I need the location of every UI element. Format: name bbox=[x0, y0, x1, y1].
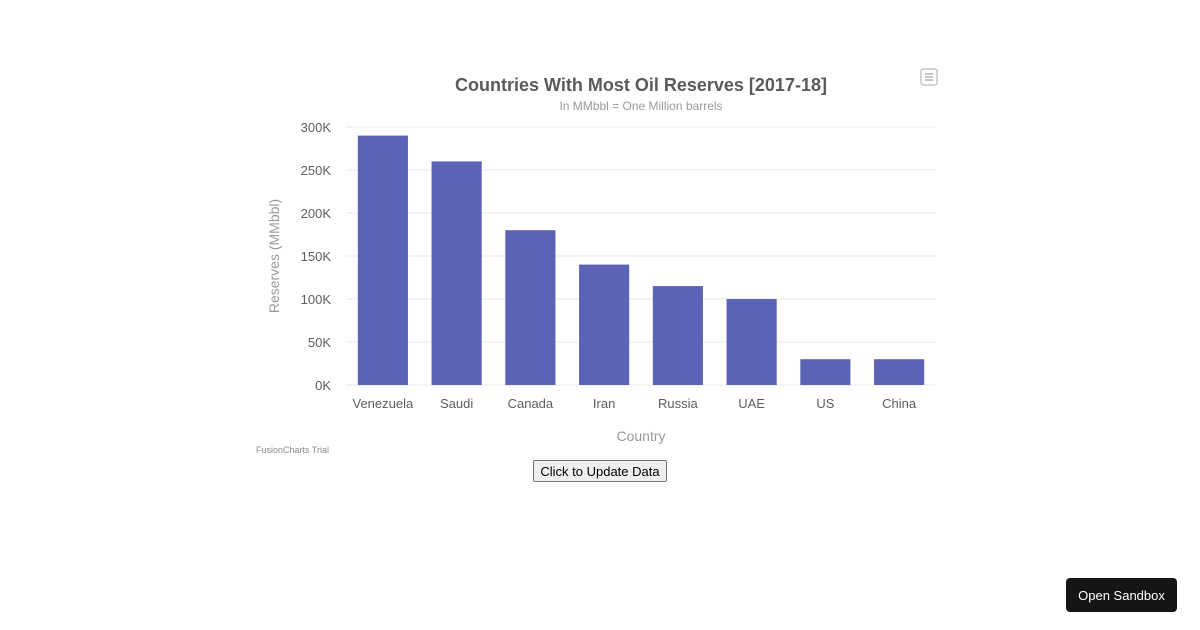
x-axis-ticks: Venezuela Saudi Canada Iran Russia UAE US China bbox=[353, 396, 917, 411]
chart-title: Countries With Most Oil Reserves [2017-1… bbox=[455, 75, 827, 95]
y-tick-label: 150K bbox=[301, 249, 332, 264]
update-data-button[interactable]: Click to Update Data bbox=[533, 460, 667, 482]
x-tick-label: US bbox=[816, 396, 834, 411]
y-tick-label: 200K bbox=[301, 206, 332, 221]
bar-saudi[interactable] bbox=[431, 161, 482, 385]
y-tick-label: 50K bbox=[308, 335, 331, 350]
y-tick-label: 250K bbox=[301, 163, 332, 178]
x-tick-label: Saudi bbox=[440, 396, 473, 411]
y-axis-title: Reserves (MMbbl) bbox=[266, 199, 282, 313]
x-tick-label: Russia bbox=[658, 396, 699, 411]
chart-subtitle: In MMbbl = One Million barrels bbox=[559, 99, 722, 113]
bar-iran[interactable] bbox=[579, 264, 630, 385]
y-tick-label: 0K bbox=[315, 378, 331, 393]
y-tick-label: 300K bbox=[301, 120, 332, 135]
bar-russia[interactable] bbox=[652, 286, 703, 385]
hamburger-menu-icon bbox=[925, 73, 933, 81]
bar-canada[interactable] bbox=[505, 230, 556, 385]
x-tick-label: Canada bbox=[508, 396, 554, 411]
x-tick-label: UAE bbox=[738, 396, 765, 411]
chart-menu-button[interactable] bbox=[920, 68, 938, 86]
y-tick-label: 100K bbox=[301, 292, 332, 307]
x-tick-label: Venezuela bbox=[353, 396, 414, 411]
bar-china[interactable] bbox=[874, 359, 925, 385]
watermark-text: FusionCharts Trial bbox=[256, 445, 329, 455]
x-axis-title: Country bbox=[616, 428, 665, 444]
bar-venezuela[interactable] bbox=[357, 135, 408, 385]
bar-us[interactable] bbox=[800, 359, 851, 385]
bars bbox=[357, 135, 925, 385]
x-tick-label: China bbox=[882, 396, 917, 411]
open-sandbox-button[interactable]: Open Sandbox bbox=[1066, 578, 1177, 612]
bar-uae[interactable] bbox=[726, 299, 777, 385]
x-tick-label: Iran bbox=[593, 396, 615, 411]
y-axis-ticks: 0K 50K 100K 150K 200K 250K 300K bbox=[301, 120, 332, 393]
